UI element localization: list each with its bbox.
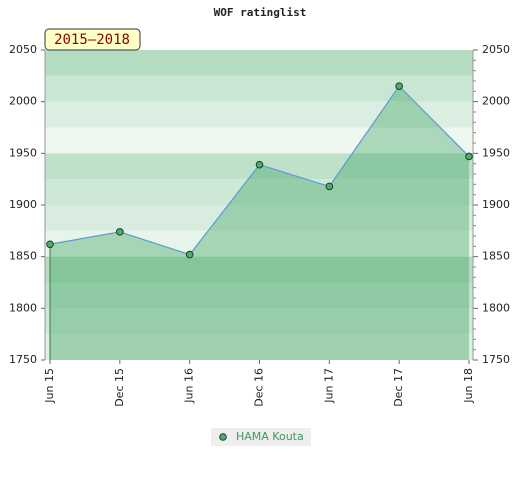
area (50, 86, 469, 361)
x-tick-label: Jun 18 (462, 368, 475, 404)
y2-tick-label: 1900 (482, 198, 510, 211)
marker (185, 250, 194, 259)
y-tick-label: 1850 (9, 250, 37, 263)
band (45, 230, 473, 257)
legend-marker (219, 433, 227, 441)
period-box (44, 28, 141, 51)
marker (116, 228, 124, 236)
band (45, 101, 473, 128)
marker (255, 160, 264, 169)
x-tick-label: Jun 16 (183, 368, 196, 404)
marker (465, 152, 473, 161)
band (45, 50, 473, 76)
band (45, 127, 473, 154)
band (45, 205, 473, 231)
marker (46, 240, 54, 249)
x-tick-label: Dec 15 (113, 368, 126, 407)
y2-tick-label: 1850 (482, 250, 510, 263)
band (45, 282, 473, 309)
y2-tick-label: 1950 (482, 146, 510, 159)
y-tick-label: 1950 (9, 146, 37, 159)
legend-label: HAMA Kouta (236, 430, 304, 443)
y-tick-label: 1800 (9, 301, 37, 314)
x-tick-label: Dec 17 (392, 368, 405, 407)
marker (395, 82, 403, 90)
marker (325, 182, 334, 191)
band (45, 256, 473, 283)
band (45, 334, 473, 360)
x-tick-label: Dec 16 (253, 368, 266, 407)
x-tick-label: Jun 17 (322, 368, 335, 404)
y-tick-label: 2000 (9, 95, 37, 108)
y2-tick-label: 2050 (482, 43, 510, 56)
y2-tick-label: 1750 (482, 353, 510, 366)
x-tick-label: Jun 15 (43, 368, 56, 404)
y-tick-label: 1750 (9, 353, 37, 366)
y2-tick-label: 2000 (482, 95, 510, 108)
y-tick-label: 1900 (9, 198, 37, 211)
y-tick-label: 2050 (9, 43, 37, 56)
period-label: 2015–2018 (54, 32, 130, 48)
legend-box (211, 428, 311, 446)
y2-tick-label: 1800 (482, 301, 510, 314)
band (45, 308, 473, 335)
chart-title: WOF ratinglist (214, 6, 307, 19)
band (45, 179, 473, 205)
